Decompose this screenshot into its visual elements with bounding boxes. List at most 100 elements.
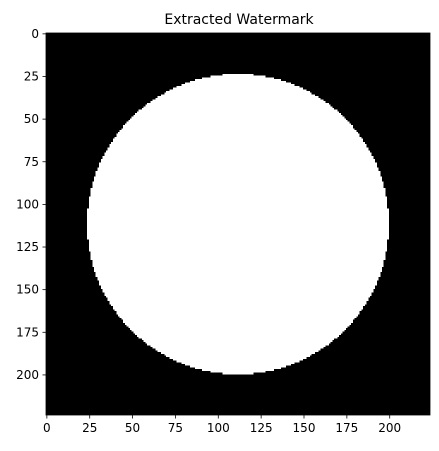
watermark-pixel-row xyxy=(94,179,382,182)
watermark-pixel-row xyxy=(90,258,386,261)
watermark-pixel-row xyxy=(123,321,353,324)
watermark-pixel-row xyxy=(111,304,365,307)
y-tick-label: 200 xyxy=(16,368,39,382)
watermark-pixel-row xyxy=(150,101,326,104)
watermark-pixel-row xyxy=(87,227,389,230)
y-tick-label: 75 xyxy=(24,155,39,169)
watermark-pixel-row xyxy=(104,292,372,295)
watermark-pixel-row xyxy=(131,329,345,332)
watermark-pixel-row xyxy=(116,310,360,313)
x-axis: 0 25 50 75 100 125 150 175 200 xyxy=(43,415,401,435)
watermark-pixel-row xyxy=(92,186,384,189)
watermark-pixel-row xyxy=(184,363,292,366)
watermark-pixel-row xyxy=(87,212,389,214)
watermark-pixel-row xyxy=(88,247,388,250)
watermark-pixel-row xyxy=(136,334,340,337)
watermark-pixel-row xyxy=(87,222,389,225)
x-tick-label: 150 xyxy=(293,421,316,435)
watermark-pixel-row xyxy=(90,256,386,259)
watermark-pixel-row xyxy=(202,77,274,80)
watermark-pixel-row xyxy=(114,137,362,139)
watermark-pixel-row xyxy=(181,84,295,87)
watermark-pixel-row xyxy=(147,102,329,105)
watermark-pixel-row xyxy=(97,169,379,172)
watermark-pixel-row xyxy=(107,147,369,150)
watermark-pixel-row xyxy=(90,254,386,257)
watermark-pixel-row xyxy=(87,230,389,233)
watermark-pixel-row xyxy=(124,322,352,325)
watermark-pixel-row xyxy=(152,346,324,349)
watermark-pixel-row xyxy=(106,150,370,153)
watermark-pixel-row xyxy=(130,328,346,330)
watermark-pixel-row xyxy=(133,331,343,334)
x-tick-label: 50 xyxy=(125,421,140,435)
axes-frame xyxy=(45,32,431,416)
watermark-pixel-row xyxy=(121,128,355,131)
watermark-pixel-row xyxy=(190,365,286,368)
chart-title: Extracted Watermark xyxy=(164,12,314,28)
y-tick-label: 100 xyxy=(16,197,39,211)
watermark-pixel-row xyxy=(142,338,334,341)
watermark-pixel-row xyxy=(102,290,374,293)
watermark-pixel-row xyxy=(147,343,329,346)
watermark-pixel-row xyxy=(90,193,386,196)
watermark-pixel-row xyxy=(92,261,384,264)
watermark-pixel-row xyxy=(90,195,386,197)
watermark-pixel-row xyxy=(102,157,374,160)
watermark-pixel-row xyxy=(118,314,358,317)
watermark-pixel-row xyxy=(160,94,316,97)
watermark-pixel-row xyxy=(94,270,382,272)
watermark-pixel-row xyxy=(128,119,348,122)
watermark-pixel-row xyxy=(150,345,326,347)
watermark-pixel-row xyxy=(145,104,331,107)
watermark-pixel-row xyxy=(90,188,386,191)
watermark-pixel-row xyxy=(87,232,389,235)
watermark-pixel-row xyxy=(195,79,281,81)
watermark-pixel-row xyxy=(88,249,388,252)
watermark-pixel-row xyxy=(169,89,307,92)
watermark-pixel-row xyxy=(88,241,388,243)
x-tick-label: 0 xyxy=(43,421,51,435)
watermark-pixel-row xyxy=(172,358,304,361)
watermark-pixel-row xyxy=(116,135,360,138)
watermark-pixel-row xyxy=(92,264,384,267)
watermark-pixel-row xyxy=(99,166,377,168)
watermark-pixel-row xyxy=(210,370,266,373)
watermark-pixel-row xyxy=(143,339,333,342)
watermark-pixel-row xyxy=(104,152,372,155)
watermark-pixel-row xyxy=(87,235,389,238)
watermark-pixel-row xyxy=(88,246,388,249)
watermark-pixel-row xyxy=(94,266,382,269)
watermark-pixel-row xyxy=(109,300,367,303)
watermark-pixel-row xyxy=(131,116,345,119)
watermark-pixel-row xyxy=(109,143,367,146)
watermark-pixel-row xyxy=(116,133,360,136)
watermark-pixel-row xyxy=(102,288,374,291)
watermark-pixel-row xyxy=(202,368,274,371)
watermark-pixel-row xyxy=(87,215,389,218)
y-tick-label: 0 xyxy=(31,27,39,41)
y-tick-label: 175 xyxy=(16,325,39,339)
watermark-pixel-row xyxy=(94,177,382,180)
watermark-pixel-row xyxy=(155,97,321,100)
watermark-pixel-row xyxy=(109,302,367,305)
watermark-pixel-row xyxy=(87,218,389,221)
watermark-pixel-row xyxy=(92,259,384,262)
watermark-pixel-row xyxy=(107,148,369,151)
watermark-pixel-row xyxy=(164,353,312,356)
watermark-pixel-row xyxy=(119,130,357,133)
watermark-pixel-row xyxy=(95,172,381,175)
watermark-pixel-row xyxy=(169,357,307,359)
watermark-pixel-row xyxy=(90,252,386,255)
watermark-pixel-row xyxy=(97,167,379,170)
watermark-pixel-row xyxy=(176,360,300,363)
watermark-pixel-row xyxy=(88,206,388,209)
watermark-pixel-row xyxy=(94,268,382,271)
watermark-pixel-row xyxy=(88,203,388,206)
watermark-pixel-row xyxy=(92,184,384,187)
watermark-pixel-row xyxy=(99,280,377,283)
watermark-pixel-row xyxy=(88,244,388,247)
watermark-pixel-row xyxy=(124,123,352,126)
watermark-pixel-row xyxy=(100,287,376,290)
watermark-pixel-row xyxy=(166,90,310,93)
